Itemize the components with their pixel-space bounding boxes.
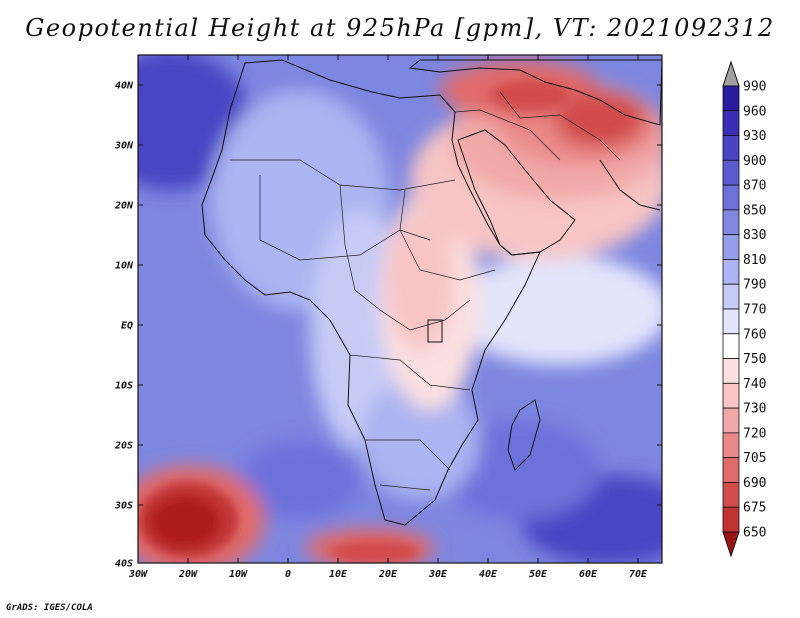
colorbar-label: 790 <box>743 278 766 293</box>
colorbar-segment <box>722 432 740 459</box>
lon-tick-label: 50E <box>529 569 548 580</box>
lat-tick-label: 30N <box>114 141 134 152</box>
height-field <box>138 55 662 563</box>
credit-label: GrADS: IGES/COLA <box>6 603 93 613</box>
colorbar-label: 990 <box>743 80 766 95</box>
colorbar-label: 900 <box>743 154 766 169</box>
colorbar-segment <box>722 407 740 434</box>
colorbar-label: 850 <box>743 203 766 218</box>
colorbar-segment <box>722 159 740 186</box>
colorbar-label: 650 <box>743 526 766 541</box>
coastlines <box>201 59 662 526</box>
colorbar-segment <box>722 283 740 310</box>
colorbar: 990 960 930 900 870 850 830 810 790 770 760 750 740 7… <box>722 60 766 558</box>
colorbar-segment <box>722 506 740 533</box>
colorbar-label: 730 <box>743 402 766 417</box>
lat-tick-label: 30S <box>114 501 133 512</box>
colorbar-segment <box>722 135 740 161</box>
lat-tick-label: 40S <box>115 559 133 570</box>
colorbar-label: 740 <box>743 377 766 392</box>
lon-tick-label: 30E <box>428 569 448 580</box>
colorbar-segment <box>722 110 740 136</box>
colorbar-label: 960 <box>743 104 766 119</box>
colorbar-bottom-arrow <box>722 531 740 558</box>
colorbar-segment <box>722 333 740 359</box>
lat-tick-label: 10S <box>115 381 133 392</box>
colorbar-segment <box>722 482 740 508</box>
chart-title: Geopotential Height at 925hPa [gpm], VT:… <box>25 14 775 42</box>
lat-tick-label: 40N <box>115 81 134 92</box>
latitude-axis: 40N 30N 20N 10N EQ 10S 20S 30S 40S <box>114 81 662 570</box>
colorbar-label: 750 <box>743 352 766 367</box>
colorbar-segment <box>722 308 740 335</box>
plot-frame <box>137 54 663 564</box>
colorbar-label: 770 <box>743 303 766 318</box>
lon-tick-label: 20W <box>178 569 198 580</box>
colorbar-label: 760 <box>743 327 766 342</box>
lon-tick-label: 70E <box>629 569 648 580</box>
colorbar-segment <box>722 259 740 285</box>
colorbar-label: 930 <box>743 129 766 144</box>
country-borders <box>230 91 621 491</box>
lon-tick-label: 10E <box>329 569 348 580</box>
lon-tick-label: 0 <box>285 569 291 580</box>
lon-tick-label: 40E <box>479 569 498 580</box>
colorbar-segment <box>722 382 740 409</box>
colorbar-label: 675 <box>743 501 766 516</box>
lon-tick-label: 60E <box>579 569 598 580</box>
colorbar-label: 720 <box>743 426 766 441</box>
lon-tick-label: 30W <box>128 569 148 580</box>
colorbar-label: 870 <box>743 179 766 194</box>
lat-tick-label: 20N <box>114 201 134 212</box>
colorbar-label: 690 <box>743 476 766 491</box>
colorbar-label: 810 <box>743 253 766 268</box>
lon-tick-label: 20E <box>378 569 398 580</box>
lat-tick-label: EQ <box>121 321 133 332</box>
colorbar-segment <box>722 234 740 260</box>
lat-tick-label: 20S <box>114 441 133 452</box>
lon-tick-label: 10W <box>229 569 248 580</box>
lat-tick-label: 10N <box>115 261 134 272</box>
colorbar-label: 705 <box>743 451 766 466</box>
colorbar-segment <box>722 209 740 236</box>
colorbar-segment <box>722 358 740 384</box>
longitude-axis: 30W 20W 10W 0 10E 20E 30E 40E 50E 60E 70E <box>128 55 648 580</box>
colorbar-label: 830 <box>743 228 766 243</box>
colorbar-segment <box>722 85 740 112</box>
colorbar-top-arrow <box>722 60 740 87</box>
colorbar-segment <box>722 457 740 483</box>
colorbar-segment <box>722 184 740 211</box>
